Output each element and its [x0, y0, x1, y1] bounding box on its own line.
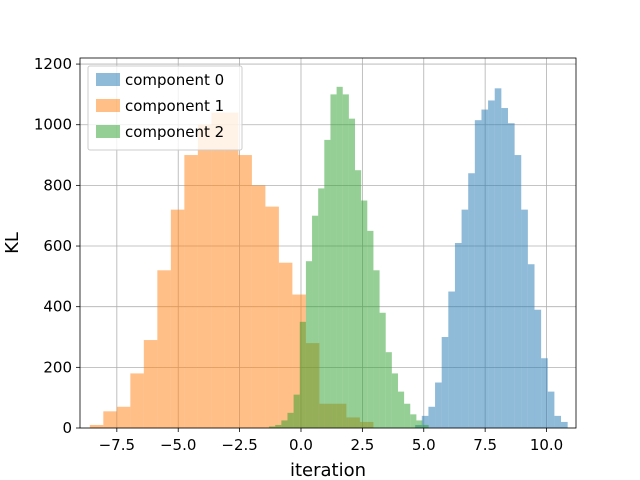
y-tick-label: 1000	[34, 116, 72, 134]
histogram-bar	[397, 391, 405, 428]
histogram-bar	[421, 415, 429, 428]
histogram-bar	[355, 170, 362, 428]
histogram-bar	[404, 403, 411, 428]
histogram-bar	[507, 123, 515, 428]
histogram-bar	[534, 309, 542, 428]
x-tick-label: 2.5	[350, 436, 374, 454]
legend-swatch-component-2	[96, 125, 120, 138]
histogram-bar	[547, 391, 555, 428]
histogram-bar	[448, 291, 455, 428]
histogram-bar	[143, 340, 158, 428]
histogram-bar	[348, 118, 356, 429]
histogram-bar	[184, 155, 198, 428]
x-tick-label: −2.5	[221, 436, 257, 454]
x-tick-label: 7.5	[473, 436, 497, 454]
histogram-bar	[474, 120, 482, 429]
histogram-bar	[238, 155, 252, 428]
histogram-bar	[89, 424, 104, 428]
histogram-bar	[410, 414, 417, 428]
histogram-bar	[275, 424, 282, 428]
histogram-bar	[461, 209, 469, 428]
histogram-bar	[385, 352, 392, 428]
histogram-bar	[312, 215, 319, 428]
histogram-bar	[130, 373, 144, 428]
y-tick-label: 600	[43, 237, 72, 255]
histogram-bar	[157, 270, 171, 428]
y-tick-label: 200	[43, 358, 72, 376]
histogram-bar	[265, 206, 279, 428]
y-tick-label: 0	[62, 419, 72, 437]
histogram-bar	[211, 112, 225, 429]
legend: component 0 component 1 component 2	[87, 65, 243, 151]
histogram-bar	[541, 358, 548, 428]
histogram-bar	[299, 321, 306, 428]
legend-swatch-component-1	[96, 99, 120, 112]
series-component-0	[415, 88, 568, 429]
histogram-bar	[527, 264, 535, 428]
histogram-bar	[416, 420, 423, 428]
histogram-bar	[494, 88, 502, 428]
x-tick-label: −5.0	[160, 436, 196, 454]
histogram-bar	[281, 420, 288, 428]
x-tick-label: 0.0	[289, 436, 313, 454]
histogram-bar	[342, 94, 349, 429]
legend-label-component-2: component 2	[125, 123, 224, 141]
histogram-bar	[269, 426, 276, 428]
histogram-bar	[197, 124, 212, 428]
histogram-bar	[428, 406, 436, 428]
histogram-bar	[336, 86, 343, 429]
legend-label-component-1: component 1	[125, 97, 224, 115]
histogram-bar	[554, 415, 562, 428]
histogram-bar	[521, 209, 528, 428]
histogram-bar	[391, 373, 398, 428]
y-tick-label: 800	[43, 176, 72, 194]
histogram-bars	[89, 86, 568, 429]
legend-label-component-0: component 0	[125, 71, 224, 89]
axis-ticks: −7.5 −5.0 −2.5 0.0 2.5 5.0 7.5 10.0 0 200 400 600 80…	[34, 55, 563, 454]
histogram-bar	[373, 270, 380, 428]
histogram-bar	[379, 312, 386, 428]
histogram-bar	[367, 230, 374, 428]
histogram-bar	[422, 424, 429, 428]
histogram-bar	[468, 173, 475, 428]
histogram-bar	[278, 262, 293, 428]
histogram-bar	[514, 155, 522, 428]
y-tick-label: 1200	[34, 55, 72, 73]
histogram-bar	[103, 411, 117, 428]
histogram-bar	[251, 185, 266, 428]
histogram-bar	[361, 200, 368, 428]
histogram-bar	[287, 412, 294, 428]
legend-box	[87, 65, 243, 151]
plot-frame	[79, 57, 577, 429]
histogram-bar	[318, 188, 325, 428]
histogram-bar	[481, 109, 489, 429]
histogram-bar	[454, 243, 462, 428]
histogram-bar	[324, 139, 331, 428]
histogram-bar	[330, 94, 337, 429]
histogram-bar	[488, 100, 495, 428]
histogram-bar	[441, 337, 449, 428]
histogram-bar	[561, 421, 568, 428]
x-tick-label: 10.0	[530, 436, 563, 454]
histogram-bar	[293, 394, 300, 428]
y-tick-label: 400	[43, 298, 72, 316]
histogram-bar	[116, 406, 131, 428]
histogram-bar	[305, 261, 313, 428]
x-axis-label: iteration	[290, 460, 366, 480]
x-tick-label: 5.0	[412, 436, 436, 454]
histogram-bar	[170, 209, 185, 428]
y-axis-label: KL	[2, 232, 23, 254]
histogram-bar	[435, 382, 442, 428]
series-component-2	[269, 86, 429, 429]
histogram-bar	[224, 112, 239, 429]
legend-swatch-component-0	[96, 73, 120, 86]
histogram-bar	[501, 108, 508, 428]
x-tick-label: −7.5	[99, 436, 135, 454]
